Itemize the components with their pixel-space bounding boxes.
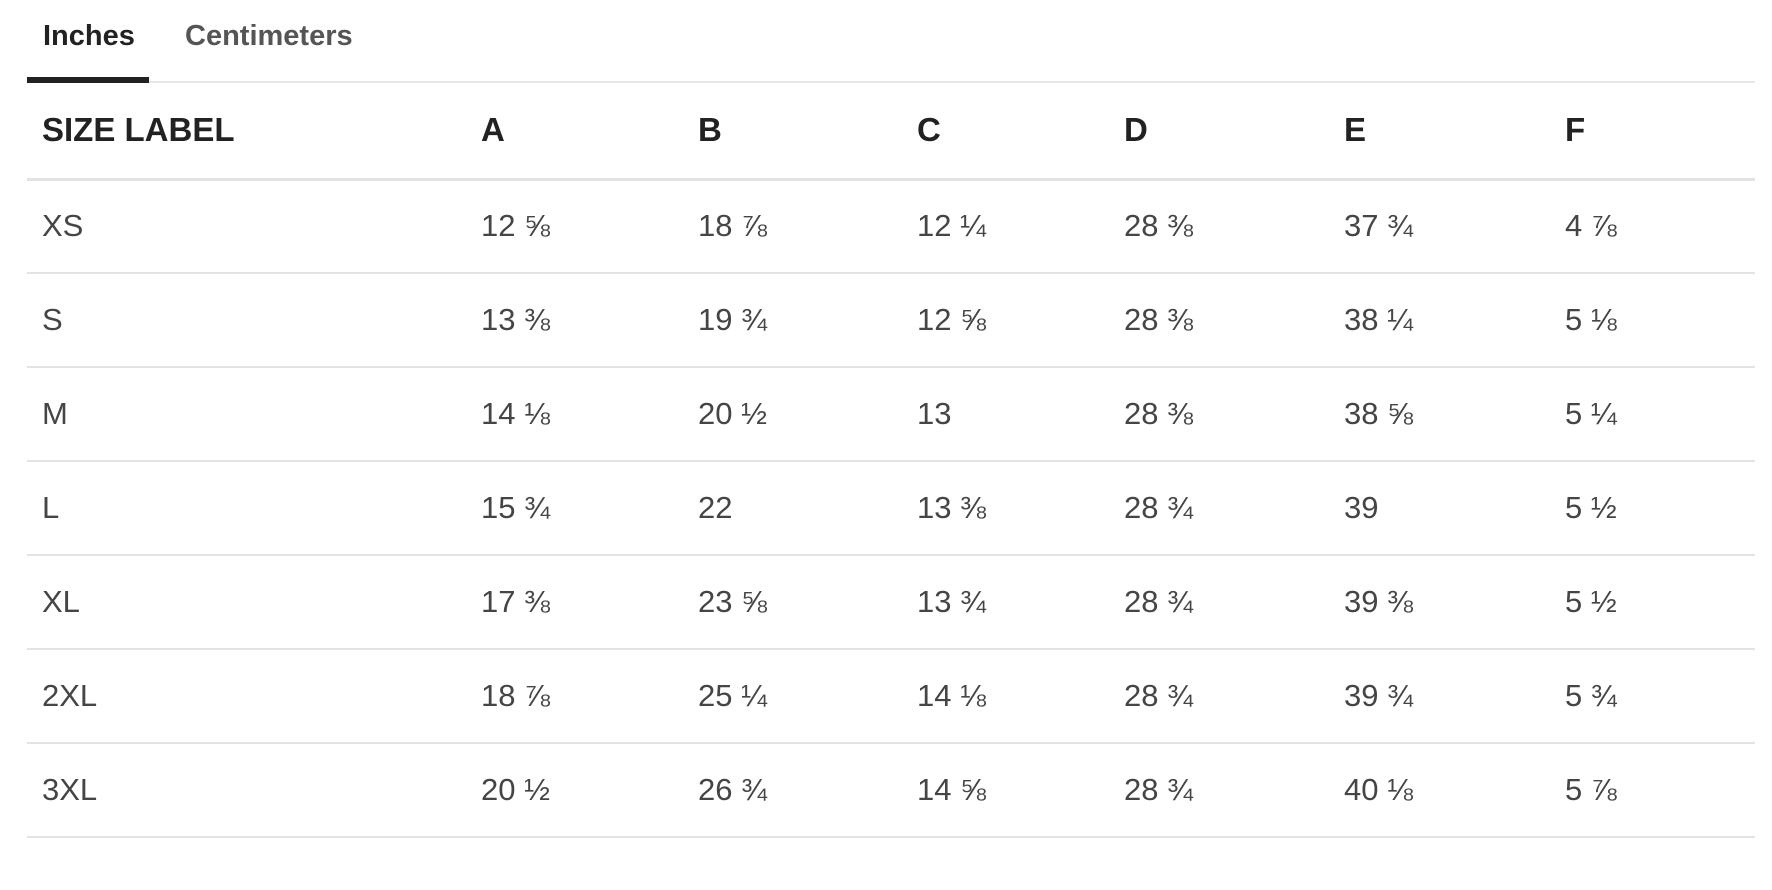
- table-cell: 39: [1344, 461, 1565, 556]
- table-row: L 15 ¾ 22 13 ⅜ 28 ¾ 39 5 ½: [27, 461, 1755, 556]
- table-row: 2XL 18 ⅞ 25 ¼ 14 ⅛ 28 ¾ 39 ¾ 5 ¾: [27, 649, 1755, 744]
- column-header-size-label: SIZE LABEL: [27, 83, 481, 181]
- table-cell: 28 ⅜: [1124, 179, 1344, 274]
- table-cell: 39 ⅜: [1344, 555, 1565, 650]
- table-cell: 5 ⅛: [1565, 273, 1755, 368]
- unit-tabs: Inches Centimeters: [27, 0, 1755, 83]
- table-cell: 25 ¼: [698, 649, 917, 744]
- tab-centimeters[interactable]: Centimeters: [185, 20, 353, 52]
- table-cell: 5 ½: [1565, 461, 1755, 556]
- table-cell: 20 ½: [698, 367, 917, 462]
- table-cell: 5 ¾: [1565, 649, 1755, 744]
- table-row: M 14 ⅛ 20 ½ 13 28 ⅜ 38 ⅝ 5 ¼: [27, 367, 1755, 462]
- column-header-a: A: [481, 83, 698, 181]
- table-cell: 19 ¾: [698, 273, 917, 368]
- size-label-cell: XS: [27, 179, 481, 274]
- table-cell: 37 ¾: [1344, 179, 1565, 274]
- table-cell: 18 ⅞: [698, 179, 917, 274]
- table-cell: 23 ⅝: [698, 555, 917, 650]
- table-cell: 12 ⅝: [481, 179, 698, 274]
- table-cell: 28 ¾: [1124, 555, 1344, 650]
- table-cell: 38 ⅝: [1344, 367, 1565, 462]
- size-label-cell: M: [27, 367, 481, 462]
- size-label-cell: S: [27, 273, 481, 368]
- size-chart: Inches Centimeters SIZE LABEL A B C D E …: [27, 0, 1755, 838]
- size-label-cell: 3XL: [27, 743, 481, 838]
- table-row: 3XL 20 ½ 26 ¾ 14 ⅝ 28 ¾ 40 ⅛ 5 ⅞: [27, 743, 1755, 838]
- table-cell: 12 ¼: [917, 179, 1124, 274]
- table-cell: 28 ¾: [1124, 461, 1344, 556]
- table-cell: 28 ⅜: [1124, 273, 1344, 368]
- table-row: XL 17 ⅜ 23 ⅝ 13 ¾ 28 ¾ 39 ⅜ 5 ½: [27, 555, 1755, 650]
- table-cell: 20 ½: [481, 743, 698, 838]
- size-label-cell: XL: [27, 555, 481, 650]
- size-label-cell: 2XL: [27, 649, 481, 744]
- table-cell: 17 ⅜: [481, 555, 698, 650]
- size-label-cell: L: [27, 461, 481, 556]
- table-cell: 39 ¾: [1344, 649, 1565, 744]
- table-cell: 18 ⅞: [481, 649, 698, 744]
- column-header-c: C: [917, 83, 1124, 181]
- table-cell: 13: [917, 367, 1124, 462]
- table-cell: 38 ¼: [1344, 273, 1565, 368]
- size-table: SIZE LABEL A B C D E F XS 12 ⅝ 18 ⅞ 12 ¼…: [27, 83, 1755, 838]
- table-header-row: SIZE LABEL A B C D E F: [27, 83, 1755, 181]
- table-cell: 40 ⅛: [1344, 743, 1565, 838]
- table-cell: 13 ⅜: [917, 461, 1124, 556]
- table-cell: 12 ⅝: [917, 273, 1124, 368]
- table-cell: 5 ½: [1565, 555, 1755, 650]
- table-cell: 28 ¾: [1124, 649, 1344, 744]
- table-cell: 5 ¼: [1565, 367, 1755, 462]
- table-cell: 15 ¾: [481, 461, 698, 556]
- table-row: S 13 ⅜ 19 ¾ 12 ⅝ 28 ⅜ 38 ¼ 5 ⅛: [27, 273, 1755, 368]
- column-header-f: F: [1565, 83, 1755, 181]
- column-header-d: D: [1124, 83, 1344, 181]
- table-cell: 4 ⅞: [1565, 179, 1755, 274]
- table-cell: 14 ⅝: [917, 743, 1124, 838]
- column-header-b: B: [698, 83, 917, 181]
- tab-inches[interactable]: Inches: [27, 18, 149, 83]
- table-cell: 5 ⅞: [1565, 743, 1755, 838]
- table-cell: 13 ¾: [917, 555, 1124, 650]
- table-cell: 26 ¾: [698, 743, 917, 838]
- column-header-e: E: [1344, 83, 1565, 181]
- table-cell: 14 ⅛: [917, 649, 1124, 744]
- table-cell: 28 ¾: [1124, 743, 1344, 838]
- table-cell: 22: [698, 461, 917, 556]
- table-cell: 28 ⅜: [1124, 367, 1344, 462]
- table-cell: 13 ⅜: [481, 273, 698, 368]
- table-row: XS 12 ⅝ 18 ⅞ 12 ¼ 28 ⅜ 37 ¾ 4 ⅞: [27, 179, 1755, 274]
- table-cell: 14 ⅛: [481, 367, 698, 462]
